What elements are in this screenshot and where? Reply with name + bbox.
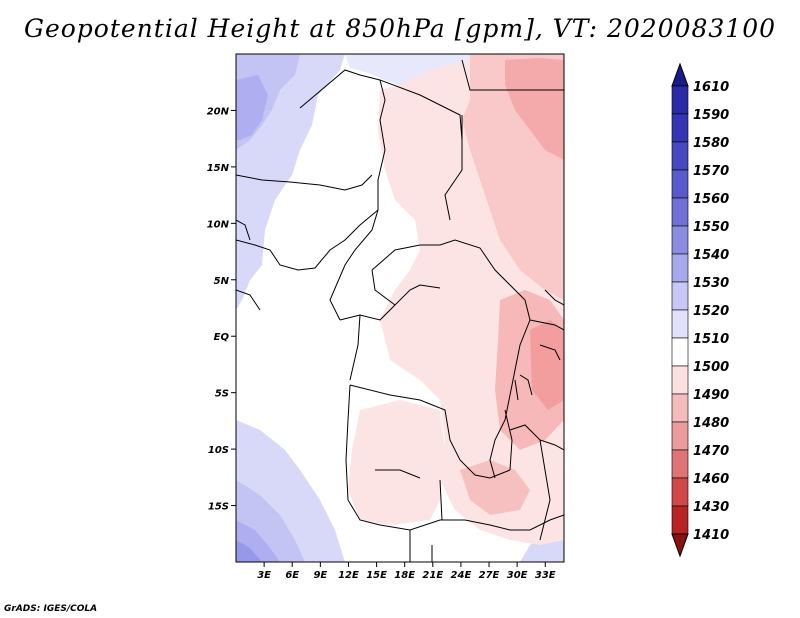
colorbar-level-label: 1560 [693,192,729,207]
map-field [236,54,564,562]
y-tick-label: 5N [214,276,230,287]
border-southern [409,479,470,562]
colorbar-level-label: 1410 [693,528,729,543]
x-tick-label: 12E [338,570,359,581]
country-borders [236,59,564,562]
y-tick-label: 15N [207,163,230,174]
colorbar-level-label: 1570 [693,164,729,179]
colorbar-box [671,393,689,423]
x-tick-label: 9E [313,570,327,581]
field-region-1480 [505,58,564,160]
border-drc-angola [349,384,511,479]
border-uganda-kenya [529,289,564,331]
x-tick-label: 3E [257,570,271,581]
border-egypt-sudan [461,59,564,140]
colorbar-level-label: 1470 [693,444,729,459]
x-axis: 3E 6E 9E 12E 15E 18E 21E 24E 27E 30E 33E [257,562,556,581]
y-tick-label: EQ [214,332,230,343]
colorbar-box [671,281,689,311]
x-tick-label: 24E [451,570,472,581]
border-cameroon [329,209,379,321]
colorbar-level-label: 1540 [693,248,729,263]
border-tanzania-mozambique [509,424,564,541]
border-sahel [236,174,373,191]
colorbar-arrow-top [671,62,689,87]
colorbar-box [671,197,689,227]
border-west-coast [236,219,261,311]
colorbar-box [671,365,689,395]
colorbar-level-label: 1520 [693,304,729,319]
border-gabon-congo [339,304,396,381]
colorbar-box [671,505,689,535]
colorbar-boxes [671,62,689,558]
colorbar-box [671,309,689,339]
x-tick-label: 30E [507,570,528,581]
colorbar-labels: 1610 1590 1580 1570 1560 1550 1540 1530 1520 1510… [693,80,729,543]
map-title: Geopotential Height at 850hPa [gpm], VT:… [23,14,777,43]
y-tick-label: 10N [207,219,230,230]
colorbar-level-label: 1510 [693,332,729,347]
colorbar-box [671,449,689,479]
colorbar-level-label: 1530 [693,276,729,291]
colorbar-level-label: 1550 [693,220,729,235]
colorbar-box [671,141,689,171]
colorbar-level-label: 1610 [693,80,729,95]
colorbar-box [671,85,689,115]
border-congo-north [371,269,441,306]
colorbar-box [671,421,689,451]
x-tick-label: 21E [422,570,443,581]
y-tick-label: 15S [208,502,229,513]
field-region-1540 [236,75,268,140]
field-region-1490c [460,460,530,515]
x-tick-label: 27E [479,570,500,581]
border-algeria-mali [299,69,381,109]
map-frame [235,53,565,563]
x-tick-label: 18E [394,570,415,581]
border-lake-victoria [519,344,561,396]
footer-credit: GrADS: IGES/COLA [4,604,98,614]
border-car [371,239,526,301]
colorbar-box [671,113,689,143]
y-tick-label: 20N [207,106,230,117]
border-niger-chad [377,79,386,210]
field-region-1500b [348,400,445,525]
colorbar-level-label: 1460 [693,472,729,487]
colorbar-box [671,477,689,507]
colorbar-box [671,169,689,199]
field-region-1480b [530,320,564,410]
y-tick-label: 5S [215,389,229,400]
field-region-1550c [236,540,262,562]
colorbar-box [671,225,689,255]
colorbar-level-label: 1430 [693,500,729,515]
y-axis: 20N 15N 10N 5N EQ 5S 10S 15S [207,106,236,513]
border-zimbabwe [489,514,564,531]
colorbar-level-label: 1490 [693,388,729,403]
colorbar-level-label: 1580 [693,136,729,151]
x-tick-label: 15E [366,570,387,581]
border-great-lakes [489,299,531,479]
colorbar-level-label: 1480 [693,416,729,431]
x-tick-label: 33E [535,570,556,581]
colorbar-box [671,253,689,283]
border-lake-tanganyika [504,379,519,471]
border-angola-namibia [345,384,491,531]
y-tick-label: 10S [208,445,229,456]
colorbar-level-label: 1500 [693,360,729,375]
border-nigeria [236,209,379,271]
colorbar-arrow-bottom [671,533,689,558]
border-angola-inner [375,469,421,479]
x-tick-label: 6E [285,570,299,581]
colorbar-level-label: 1590 [693,108,729,123]
colorbar-box [671,337,689,367]
